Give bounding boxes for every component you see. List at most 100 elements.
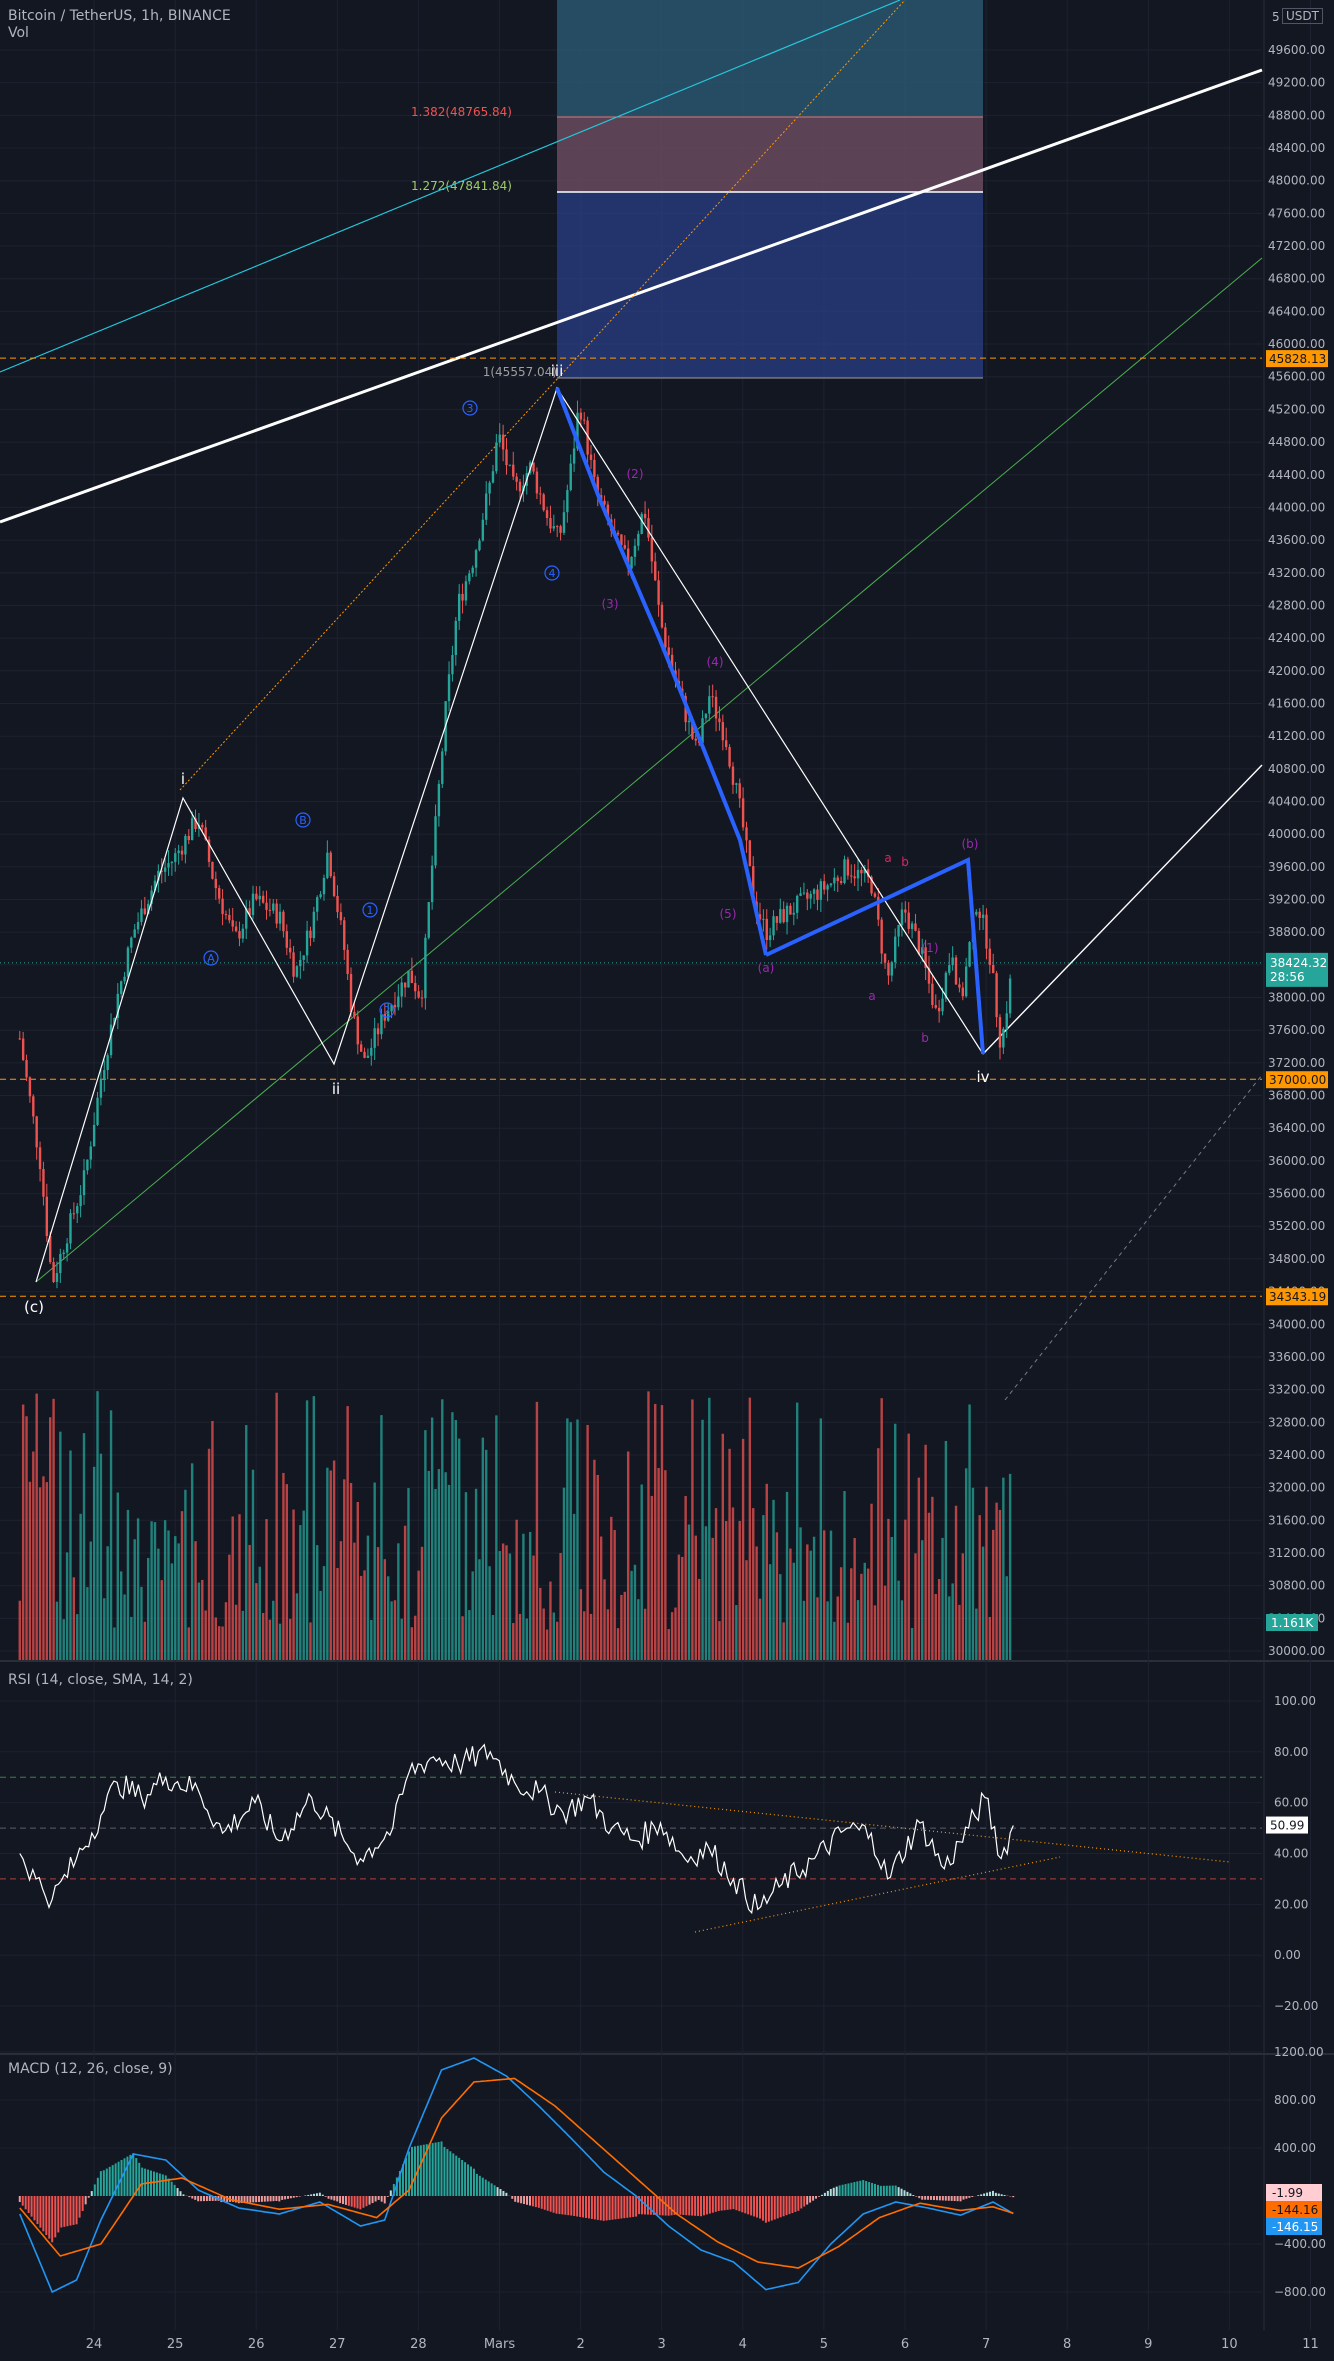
price-tick-label: 31200.00	[1268, 1546, 1325, 1560]
volume-bar	[907, 1433, 910, 1660]
wave-impulse-blue	[555, 387, 768, 956]
candle-body	[1005, 1013, 1008, 1029]
candle-body	[593, 459, 596, 477]
volume-bar	[194, 1541, 197, 1660]
currency-button[interactable]: USDT	[1282, 8, 1323, 24]
wave-circled-label: 4	[549, 567, 556, 580]
candle-body	[711, 696, 714, 698]
candle-body	[356, 1016, 359, 1045]
candle-body	[657, 580, 660, 605]
volume-bar	[765, 1483, 768, 1660]
macd-value-tag	[1266, 2201, 1322, 2218]
candle-body	[728, 747, 731, 767]
volume-bar	[741, 1438, 745, 1660]
candle-body	[860, 869, 863, 874]
candle-body	[795, 895, 799, 913]
candle-body	[180, 850, 184, 855]
candle-body	[174, 853, 177, 862]
volume-bar	[414, 1615, 417, 1660]
candle-body	[89, 1146, 92, 1160]
level-tag-label: 45828.13	[1269, 352, 1326, 366]
volume-bar	[288, 1618, 292, 1660]
volume-bar	[745, 1560, 748, 1660]
candle-body	[640, 513, 643, 534]
candle-body	[779, 909, 782, 923]
candle-body	[931, 983, 934, 1006]
candle-body	[958, 984, 961, 988]
volume-bar	[309, 1622, 312, 1660]
candle-body	[1008, 978, 1012, 1014]
volume-bar	[721, 1433, 725, 1660]
volume-bar	[532, 1555, 535, 1660]
volume-bar	[549, 1581, 552, 1660]
x-tick-label: 27	[329, 2337, 346, 2352]
candle-body	[82, 1170, 86, 1196]
candle-body	[985, 914, 988, 949]
candle-body	[184, 835, 187, 855]
candle-body	[741, 798, 745, 828]
candle-body	[207, 839, 211, 862]
wave-minor-label: (2)	[627, 467, 644, 481]
wave-circled-label: 3	[467, 402, 474, 415]
candle-body	[251, 893, 255, 916]
volume-bar	[545, 1629, 549, 1660]
price-tick-label: 41600.00	[1268, 696, 1325, 710]
volume-tag	[1266, 1614, 1318, 1631]
volume-bar	[116, 1492, 119, 1660]
candle-body	[272, 903, 275, 911]
candle-body	[637, 533, 640, 546]
volume-bar	[451, 1412, 454, 1660]
macd-title[interactable]: MACD (12, 26, close, 9)	[8, 2061, 173, 2077]
rsi-title[interactable]: RSI (14, close, SMA, 14, 2)	[8, 1672, 193, 1688]
volume-bar	[407, 1488, 410, 1660]
candle-body	[471, 567, 474, 574]
candle-body	[836, 877, 839, 881]
candle-body	[725, 740, 728, 748]
volume-bar	[35, 1393, 38, 1660]
candle-body	[647, 518, 650, 538]
volume-bar	[508, 1553, 512, 1660]
candle-body	[596, 476, 599, 496]
candle-body	[92, 1124, 96, 1147]
volume-bar	[332, 1460, 336, 1660]
volume-bar	[126, 1509, 130, 1660]
volume-bar	[397, 1543, 400, 1660]
volume-bar	[170, 1563, 174, 1660]
volume-bar	[52, 1398, 55, 1660]
candle-body	[856, 869, 860, 879]
price-tick-label: 41200.00	[1268, 729, 1325, 743]
candle-body	[150, 890, 153, 904]
candle-body	[508, 464, 512, 466]
x-tick-label: 7	[982, 2337, 990, 2352]
volume-bar	[113, 1627, 116, 1660]
price-tick-label: 40800.00	[1268, 762, 1325, 776]
candle-body	[542, 494, 545, 511]
volume-bar	[25, 1416, 28, 1660]
volume-bar	[485, 1449, 488, 1660]
x-tick-label: 8	[1063, 2337, 1071, 2352]
volume-bar	[839, 1567, 843, 1660]
volume-bar	[998, 1509, 1002, 1660]
volume-bar	[38, 1487, 42, 1660]
volume-bar	[305, 1400, 309, 1660]
wave-correction-blue	[765, 856, 985, 1055]
trend-line-green	[35, 257, 1263, 1283]
current-price-tag	[1266, 952, 1328, 987]
fib-label-1: 1(45557.04)	[483, 365, 557, 379]
volume-bar	[160, 1580, 163, 1660]
candle-body	[28, 1077, 32, 1097]
wave-label-iii: iii	[551, 362, 564, 380]
top-number: 5	[1272, 10, 1280, 24]
macd-tick-label: −400.00	[1274, 2237, 1326, 2251]
candle-body	[140, 908, 143, 923]
volume-bar	[772, 1499, 775, 1660]
volume-bar	[900, 1600, 904, 1660]
volume-bar	[566, 1418, 569, 1660]
trend-line-orange-dotted	[179, 0, 906, 791]
candle-body	[495, 442, 498, 472]
candle-body	[883, 953, 887, 963]
volume-bar	[670, 1612, 674, 1660]
price-tick-label: 34000.00	[1268, 1317, 1325, 1331]
symbol-title[interactable]: Bitcoin / TetherUS, 1h, BINANCE	[8, 8, 231, 24]
